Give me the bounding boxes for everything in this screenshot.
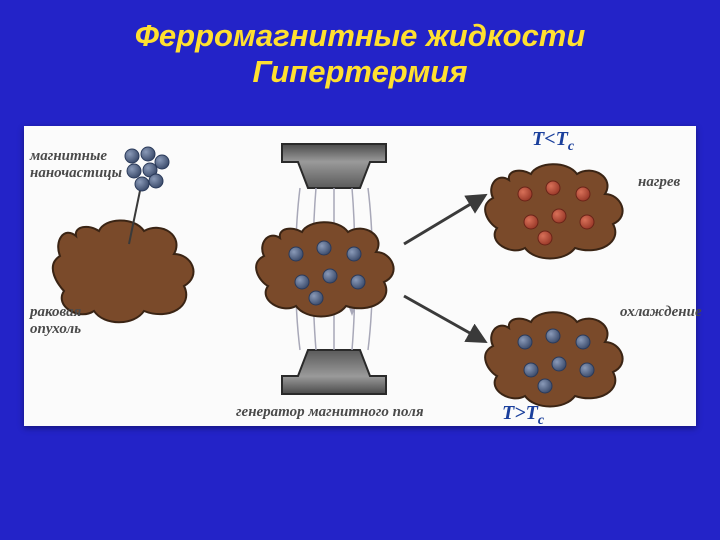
tumor-cooling <box>485 312 622 406</box>
label-tumor: раковая опухоль <box>30 304 81 339</box>
slide: Ферромагнитные жидкости Гипертермия <box>0 0 720 540</box>
label-cooling: охлаждение <box>620 304 702 321</box>
arrows-right <box>404 196 484 341</box>
title-line-2: Гипертермия <box>20 54 700 90</box>
diagram-container: магнитные наночастицы раковая опухоль ге… <box>24 126 696 426</box>
label-temp-bottom: T>Tc <box>502 402 544 429</box>
label-temp-top: T<Tc <box>532 128 574 155</box>
label-heating: нагрев <box>638 174 680 191</box>
diagram: магнитные наночастицы раковая опухоль ге… <box>24 126 696 426</box>
slide-title: Ферромагнитные жидкости Гипертермия <box>0 0 720 89</box>
tumor-center <box>256 222 393 316</box>
tumor-heating <box>485 164 622 258</box>
label-generator: генератор магнитного поля <box>236 404 424 421</box>
label-nanoparticles: магнитные наночастицы <box>30 148 122 183</box>
title-line-1: Ферромагнитные жидкости <box>20 18 700 54</box>
diagram-svg <box>24 126 696 426</box>
